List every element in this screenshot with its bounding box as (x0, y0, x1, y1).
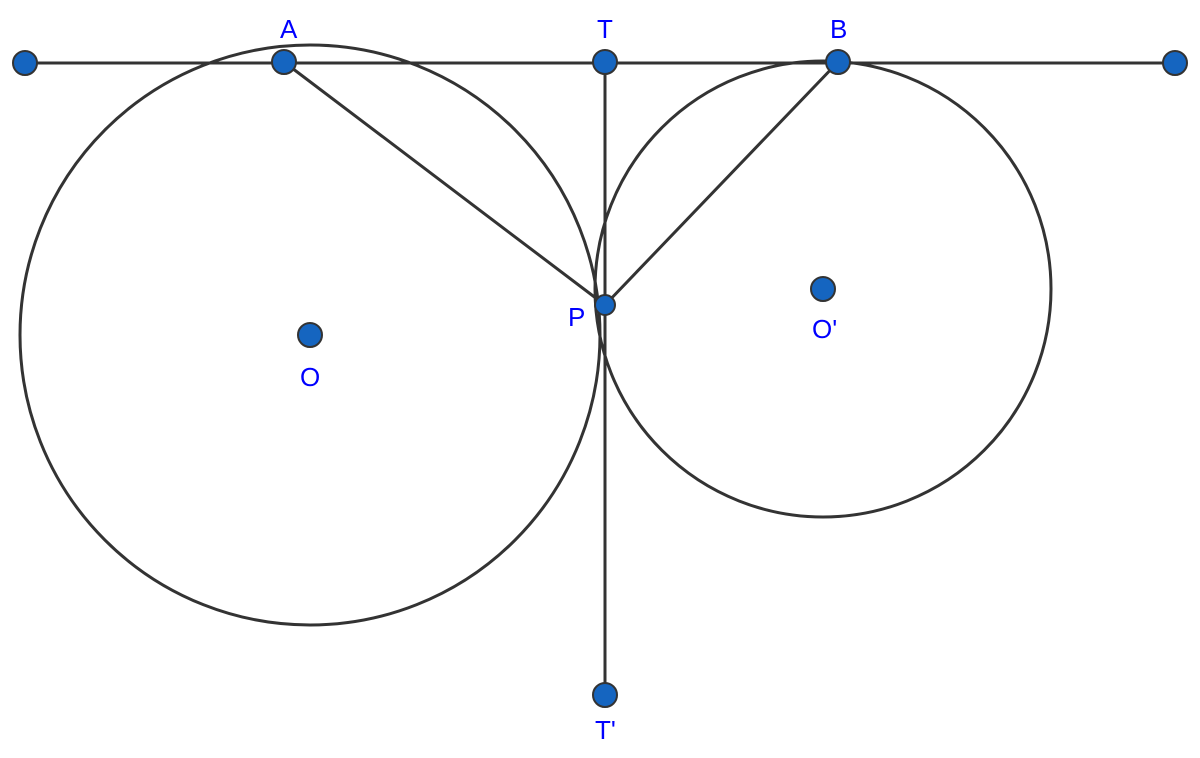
label-P: P (568, 302, 585, 333)
label-Oprime: O' (812, 314, 837, 345)
label-O: O (300, 362, 320, 393)
label-B: B (830, 14, 847, 45)
geometry-diagram (0, 0, 1200, 758)
label-T: T (597, 14, 613, 45)
label-A: A (280, 14, 297, 45)
label-Tprime: T' (595, 715, 616, 746)
